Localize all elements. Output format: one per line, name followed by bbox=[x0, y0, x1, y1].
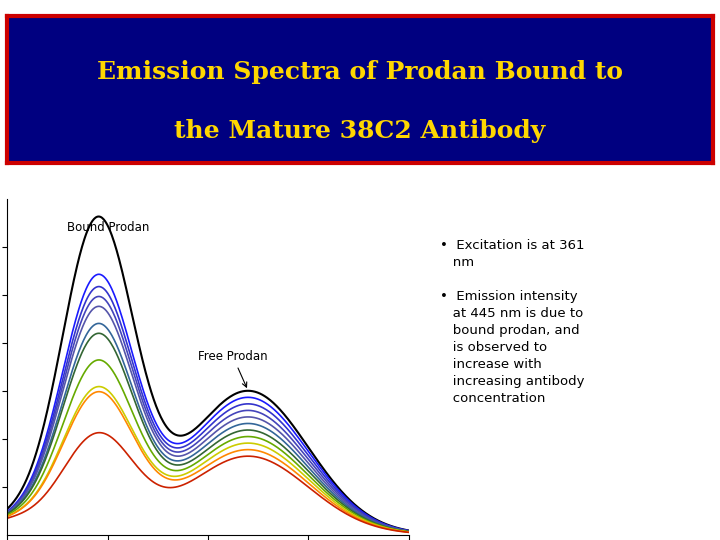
Text: Free Prodan: Free Prodan bbox=[198, 350, 268, 387]
Text: •  Excitation is at 361
   nm

•  Emission intensity
   at 445 nm is due to
   b: • Excitation is at 361 nm • Emission int… bbox=[441, 239, 585, 406]
Text: Bound Prodan: Bound Prodan bbox=[68, 221, 150, 234]
Text: the Mature 38C2 Antibody: the Mature 38C2 Antibody bbox=[174, 119, 546, 143]
Text: Emission Spectra of Prodan Bound to: Emission Spectra of Prodan Bound to bbox=[97, 60, 623, 84]
